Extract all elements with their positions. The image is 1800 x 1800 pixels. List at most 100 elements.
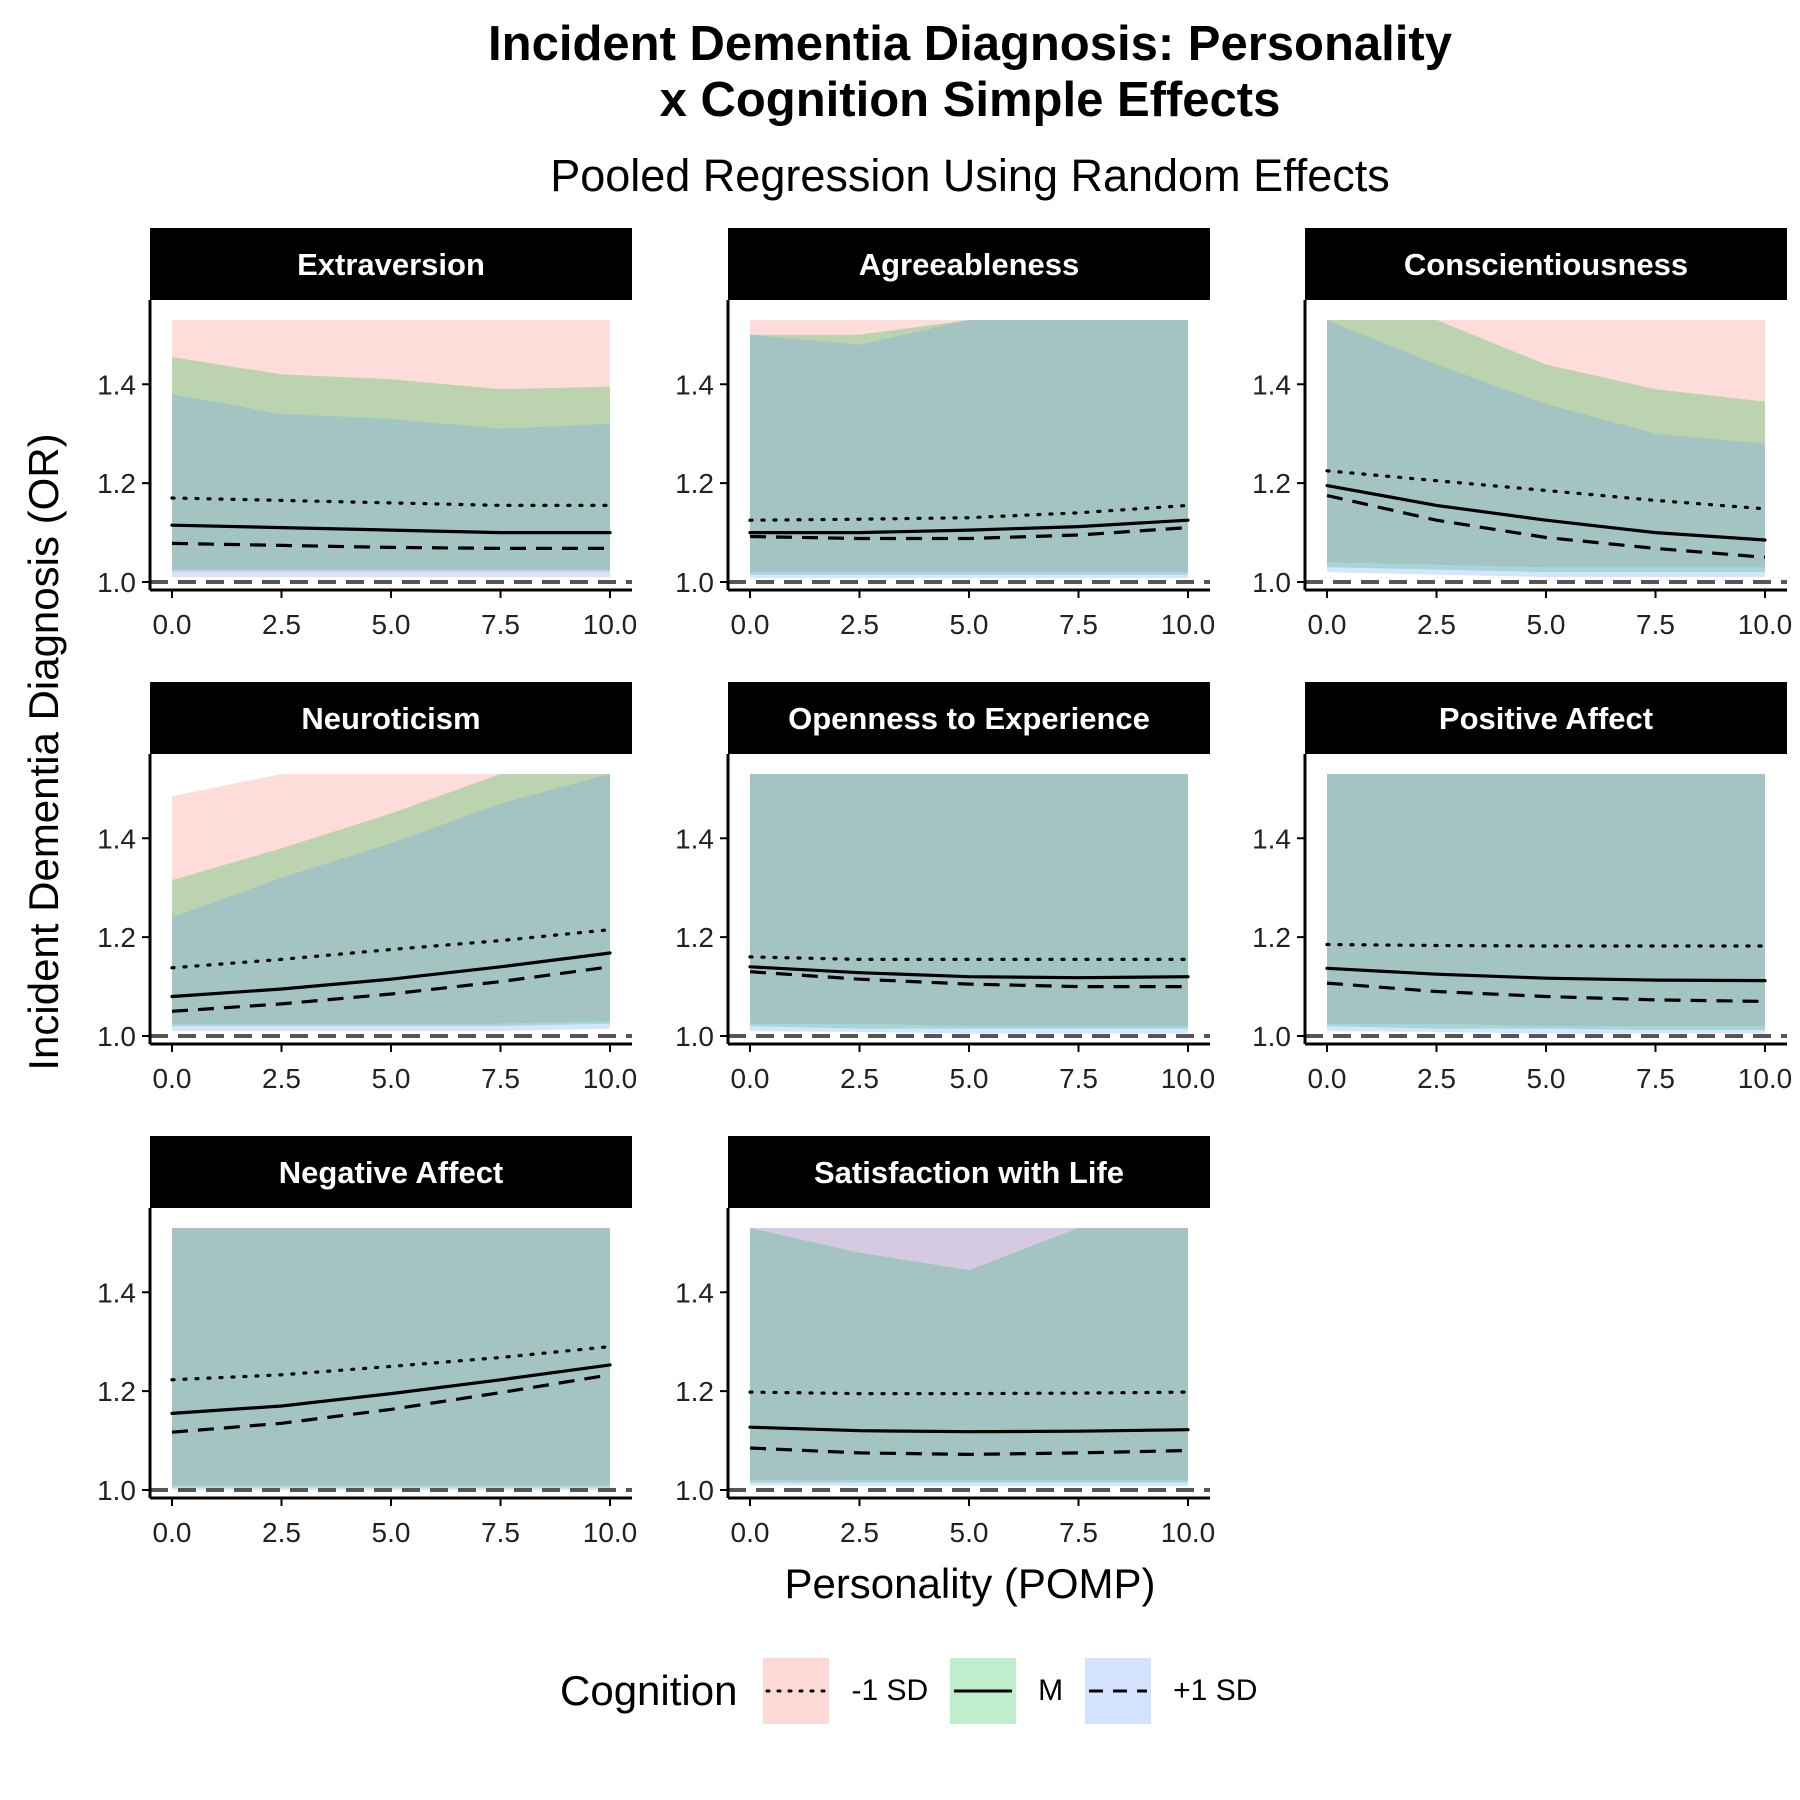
panel-negative-affect: Negative Affect 1.0 1.2 1.4 0.0 2.5 5.0 7.5 10.0 [97, 1136, 637, 1548]
x-tick-label: 2.5 [840, 1517, 879, 1548]
ci-ribbon-plus-1sd [172, 1228, 610, 1490]
panel-title: Agreeableness [859, 247, 1080, 282]
y-tick-label: 1.2 [97, 468, 136, 499]
ci-ribbon-mean [1327, 774, 1765, 1031]
panel-strip [150, 1136, 632, 1208]
panel-strip [728, 1136, 1210, 1208]
series-line-plus-1sd [171, 1373, 611, 1434]
x-tick-label: 10.0 [583, 1063, 638, 1094]
series-line-mean [170, 951, 612, 999]
y-tick-label: 1.4 [675, 369, 714, 400]
series-line-mean [748, 1425, 1190, 1434]
x-tick-label: 10.0 [1161, 1063, 1216, 1094]
y-tick-label: 1.0 [97, 1475, 136, 1506]
panel-title: Neuroticism [301, 701, 480, 736]
x-tick-label: 5.0 [1527, 1063, 1566, 1094]
x-tick-label: 7.5 [1059, 1517, 1098, 1548]
y-tick-label: 1.0 [97, 1021, 136, 1052]
panel-strip [728, 682, 1210, 754]
x-tick-label: 2.5 [262, 1063, 301, 1094]
panel-strip [150, 228, 632, 300]
y-tick-label: 1.2 [675, 468, 714, 499]
x-tick-label: 5.0 [950, 1517, 989, 1548]
chart-title-line2: x Cognition Simple Effects [659, 73, 1281, 127]
y-tick-label: 1.0 [1252, 567, 1291, 598]
y-tick-label: 1.2 [675, 922, 714, 953]
series-line-minus-1sd [748, 1390, 1190, 1396]
x-tick-label: 2.5 [262, 609, 301, 640]
x-tick-label: 0.0 [1308, 1063, 1347, 1094]
y-tick-label: 1.4 [97, 823, 136, 854]
series-line-minus-1sd [748, 955, 1190, 961]
y-tick-label: 1.4 [675, 1277, 714, 1308]
x-tick-label: 0.0 [731, 609, 770, 640]
y-tick-label: 1.2 [1252, 922, 1291, 953]
x-tick-label: 7.5 [481, 1517, 520, 1548]
series-line-plus-1sd [749, 1446, 1189, 1457]
x-tick-label: 5.0 [950, 609, 989, 640]
ci-ribbon-minus-1sd [1327, 774, 1765, 1027]
y-tick-label: 1.0 [675, 1021, 714, 1052]
x-tick-label: 0.0 [153, 1063, 192, 1094]
ci-ribbon-minus-1sd [750, 1228, 1188, 1481]
legend-label-mean: M [1038, 1674, 1064, 1707]
y-tick-label: 1.0 [675, 1475, 714, 1506]
panel-title: Extraversion [297, 247, 485, 282]
ci-ribbon-mean [172, 357, 610, 570]
x-axis-label: Personality (POMP) [784, 1560, 1156, 1607]
legend-title: Cognition [560, 1667, 738, 1714]
panel-strip [728, 228, 1210, 300]
legend-key-mean [950, 1658, 1017, 1724]
series-line-mean [170, 523, 612, 535]
panel-conscientiousness: Conscientiousness 1.0 1.2 1.4 0.0 2.5 5.0 7.5 10… [1252, 228, 1792, 640]
ci-ribbon-plus-1sd [750, 320, 1188, 578]
ci-ribbon-plus-1sd [1327, 320, 1765, 578]
legend-item-minus-1sd: -1 SD [763, 1658, 928, 1724]
ci-ribbon-minus-1sd [172, 1228, 610, 1486]
panel-title: Positive Affect [1439, 701, 1653, 736]
series-line-plus-1sd [171, 541, 610, 550]
panel-title: Negative Affect [279, 1155, 504, 1190]
x-tick-label: 5.0 [372, 1517, 411, 1548]
series-line-minus-1sd [1325, 469, 1767, 511]
chart-title-line1: Incident Dementia Diagnosis: Personality [488, 17, 1452, 71]
panel-openness-to-experience: Openness to Experience 1.0 1.2 1.4 0.0 2.5 5.0… [675, 682, 1215, 1094]
y-tick-label: 1.4 [97, 1277, 136, 1308]
x-tick-label: 7.5 [1059, 609, 1098, 640]
chart-subtitle: Pooled Regression Using Random Effects [550, 150, 1390, 201]
series-line-plus-1sd [171, 965, 611, 1013]
ci-ribbon-minus-1sd [750, 774, 1188, 1027]
y-tick-label: 1.4 [1252, 369, 1291, 400]
ci-ribbon-mean [750, 774, 1188, 1029]
y-tick-label: 1.4 [1252, 823, 1291, 854]
panel-title: Conscientiousness [1404, 247, 1688, 282]
legend-item-plus-1sd: +1 SD [1085, 1658, 1257, 1724]
series-line-plus-1sd [749, 970, 1188, 989]
y-tick-label: 1.0 [1252, 1021, 1291, 1052]
y-tick-label: 1.2 [97, 922, 136, 953]
x-tick-label: 2.5 [1417, 609, 1456, 640]
panel-title: Satisfaction with Life [814, 1155, 1124, 1190]
series-line-mean [170, 1363, 612, 1415]
x-tick-label: 5.0 [950, 1063, 989, 1094]
ci-ribbon-plus-1sd [750, 774, 1188, 1034]
x-tick-label: 10.0 [583, 609, 638, 640]
x-tick-label: 0.0 [731, 1517, 770, 1548]
y-tick-label: 1.2 [675, 1376, 714, 1407]
legend-label-plus-1sd: +1 SD [1173, 1674, 1258, 1707]
x-tick-label: 7.5 [481, 1063, 520, 1094]
series-line-mean [748, 965, 1190, 980]
x-tick-label: 2.5 [262, 1517, 301, 1548]
series-line-mean [1325, 966, 1767, 983]
ci-ribbon-plus-1sd [1327, 774, 1765, 1034]
legend-item-mean: M [950, 1658, 1063, 1724]
legend-label-minus-1sd: -1 SD [851, 1674, 929, 1707]
ci-ribbon-mean [172, 774, 610, 1027]
x-tick-label: 2.5 [840, 1063, 879, 1094]
x-tick-label: 10.0 [1738, 609, 1793, 640]
chart-title: Incident Dementia Diagnosis: Personality… [300, 16, 1640, 128]
x-tick-label: 0.0 [153, 1517, 192, 1548]
x-tick-label: 7.5 [1636, 609, 1675, 640]
x-tick-label: 0.0 [731, 1063, 770, 1094]
panel-neuroticism: Neuroticism 1.0 1.2 1.4 0.0 2.5 5.0 7.5 10.0 [97, 682, 637, 1094]
